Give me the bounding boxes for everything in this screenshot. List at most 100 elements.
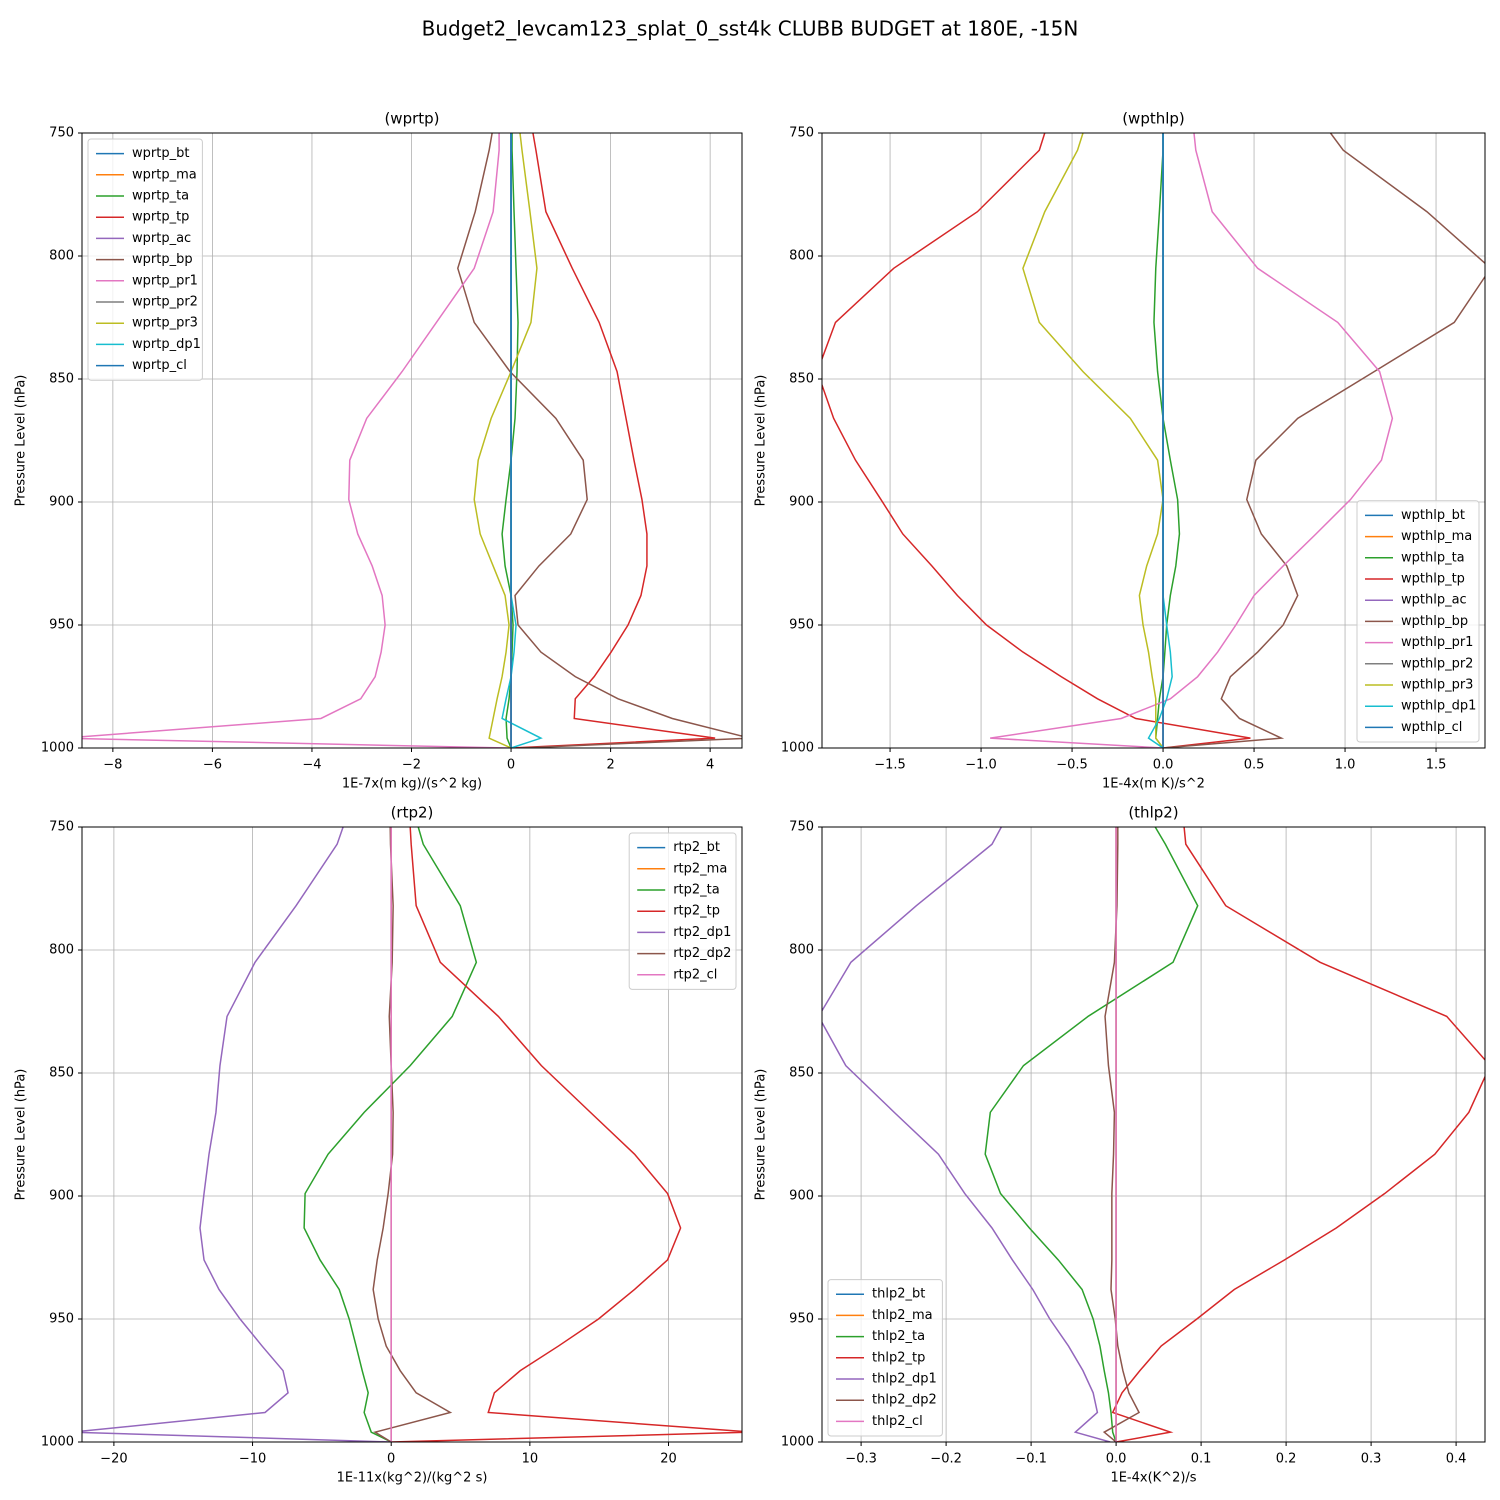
series-line: [822, 827, 1111, 1442]
x-tick-label: 0.1: [1191, 1452, 1212, 1467]
legend-label: wprtp_tp: [132, 210, 189, 225]
x-tick-label: 1.0: [1335, 758, 1356, 773]
x-tick-label: 10: [522, 1452, 539, 1467]
y-tick-label: 800: [49, 943, 74, 958]
x-tick-label: 0.5: [1244, 758, 1265, 773]
y-tick-label: 850: [789, 372, 814, 387]
figure-title: Budget2_levcam123_splat_0_sst4k CLUBB BU…: [422, 17, 1079, 41]
legend-label: wprtp_pr1: [132, 273, 198, 288]
series-line: [1022, 133, 1164, 748]
series-line: [501, 133, 519, 748]
y-tick-label: 900: [789, 1189, 814, 1204]
x-tick-label: 1.5: [1426, 758, 1447, 773]
x-tick-label: −6: [203, 758, 222, 773]
legend-label: wprtp_cl: [132, 358, 187, 373]
x-tick-label: −4: [302, 758, 321, 773]
legend-label: thlp2_bt: [872, 1287, 925, 1302]
x-tick-label: 2: [606, 758, 614, 773]
y-tick-label: 950: [789, 618, 814, 633]
y-tick-label: 750: [789, 820, 814, 835]
legend-label: wpthlp_cl: [1401, 720, 1462, 735]
series-line: [1111, 827, 1485, 1442]
x-tick-label: 0.0: [1153, 758, 1174, 773]
y-tick-label: 900: [49, 495, 74, 510]
legend-label: thlp2_tp: [872, 1350, 925, 1365]
legend-label: rtp2_tp: [673, 904, 720, 919]
subplot-title: (thlp2): [1128, 804, 1178, 822]
y-tick-label: 1000: [781, 741, 814, 756]
series-line: [372, 827, 453, 1442]
series-line: [457, 133, 742, 748]
legend-label: rtp2_cl: [673, 967, 717, 982]
x-tick-label: 0.0: [1106, 1452, 1127, 1467]
legend-label: wprtp_ta: [132, 189, 189, 204]
y-tick-label: 800: [789, 249, 814, 264]
legend-label: thlp2_ma: [872, 1308, 933, 1323]
y-axis-label: Pressure Level (hPa): [754, 375, 769, 507]
series-line: [822, 133, 1251, 748]
y-axis-label: Pressure Level (hPa): [754, 1069, 769, 1201]
plot-lines: [82, 133, 742, 748]
legend-label: wpthlp_bt: [1401, 508, 1465, 523]
series-line: [990, 133, 1394, 748]
subplot-title: (wpthlp): [1122, 110, 1185, 128]
y-tick-label: 1000: [41, 1435, 74, 1450]
y-tick-label: 950: [49, 618, 74, 633]
x-tick-label: −0.2: [930, 1452, 962, 1467]
legend-label: thlp2_dp2: [872, 1393, 937, 1408]
y-tick-label: 750: [49, 820, 74, 835]
legend-label: thlp2_dp1: [872, 1372, 937, 1387]
plot-lines: [822, 827, 1485, 1442]
x-tick-label: −10: [239, 1452, 266, 1467]
x-tick-label: −0.3: [845, 1452, 877, 1467]
y-tick-label: 850: [49, 1066, 74, 1081]
x-tick-label: −8: [103, 758, 122, 773]
legend-label: wpthlp_tp: [1401, 572, 1465, 587]
legend-label: wprtp_ma: [132, 167, 197, 182]
x-tick-label: 20: [660, 1452, 677, 1467]
legend-label: wpthlp_pr2: [1401, 656, 1473, 671]
legend-label: wpthlp_dp1: [1401, 699, 1476, 714]
axes-frame: [81, 132, 743, 749]
legend-label: wprtp_bt: [132, 146, 189, 161]
x-tick-label: 4: [706, 758, 714, 773]
axes-frame: [821, 826, 1486, 1443]
axes-frame: [81, 826, 743, 1443]
legend-label: wprtp_ac: [132, 231, 191, 246]
x-tick-label: 0.4: [1446, 1452, 1467, 1467]
x-tick-label: −1.0: [965, 758, 997, 773]
x-axis-label: 1E-4x(K^2)/s: [1110, 1471, 1196, 1486]
legend-box: [1356, 500, 1480, 743]
y-tick-label: 750: [49, 126, 74, 141]
y-tick-label: 800: [49, 249, 74, 264]
series-line: [82, 133, 509, 748]
plot-lines: [82, 827, 742, 1442]
subplot-title: (rtp2): [391, 804, 434, 822]
legend-label: wprtp_pr3: [132, 316, 198, 331]
legend-label: wpthlp_ma: [1401, 529, 1472, 544]
series-line: [984, 827, 1199, 1442]
legend-box: [827, 1279, 943, 1437]
y-tick-label: 900: [789, 495, 814, 510]
y-tick-label: 900: [49, 1189, 74, 1204]
y-tick-label: 850: [789, 1066, 814, 1081]
x-tick-label: −1.5: [874, 758, 906, 773]
legend-label: rtp2_ta: [673, 883, 720, 898]
y-axis-label: Pressure Level (hPa): [14, 1069, 29, 1201]
x-tick-label: 0: [507, 758, 515, 773]
series-line: [511, 133, 716, 748]
legend-label: wpthlp_ta: [1401, 550, 1465, 565]
x-tick-label: −2: [402, 758, 421, 773]
x-tick-label: 0.3: [1361, 1452, 1382, 1467]
legend-label: rtp2_dp1: [673, 925, 731, 940]
legend-box: [628, 832, 737, 990]
x-tick-label: −20: [100, 1452, 127, 1467]
legend-label: thlp2_cl: [872, 1414, 923, 1429]
legend-label: rtp2_ma: [673, 861, 727, 876]
axes-frame: [821, 132, 1486, 749]
y-tick-label: 800: [789, 943, 814, 958]
series-line: [303, 827, 478, 1442]
legend-label: wprtp_dp1: [132, 337, 201, 352]
